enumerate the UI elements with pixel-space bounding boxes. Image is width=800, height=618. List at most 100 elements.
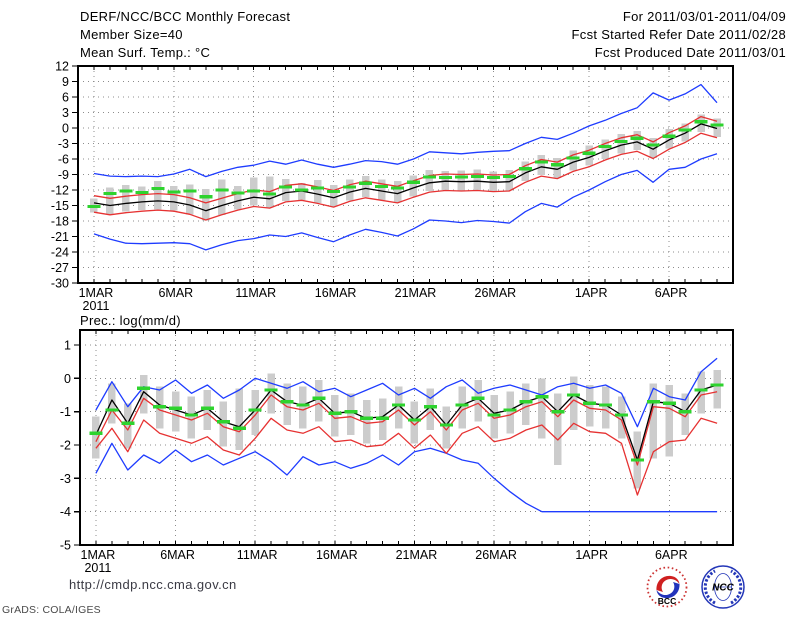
climatology-dash: [694, 388, 708, 392]
member-range-bar: [219, 401, 228, 447]
y-tick-label: -6: [58, 153, 69, 167]
climatology-dash: [153, 405, 167, 409]
ncc-logo: NCC: [701, 565, 745, 609]
member-range-bar: [585, 385, 594, 427]
climatology-dash: [630, 458, 644, 462]
x-tick-sublabel: 2011: [84, 561, 111, 575]
climatology-dash: [121, 421, 135, 425]
y-tick-label: -18: [51, 215, 69, 229]
climatology-dash: [200, 406, 214, 410]
climatology-dash: [535, 395, 549, 399]
climatology-dash: [391, 186, 405, 190]
climatology-dash: [646, 143, 660, 147]
y-tick-label: -4: [60, 505, 71, 519]
ensemble-min-line: [93, 153, 718, 251]
member-range-bar: [393, 181, 402, 203]
x-tick-label: 26MAR: [475, 286, 517, 300]
climatology-dash: [328, 411, 342, 415]
member-range-bar: [617, 134, 625, 154]
member-range-bar: [377, 179, 386, 200]
climatology-dash: [662, 401, 676, 405]
climatology-dash: [279, 185, 293, 189]
y-tick-label: -21: [51, 230, 69, 244]
climatology-dash: [422, 175, 436, 179]
member-range-bar: [601, 139, 609, 159]
member-range-bar: [267, 373, 275, 414]
member-range-bar: [505, 169, 514, 191]
member-range-bar: [170, 185, 178, 211]
member-range-bar: [299, 386, 307, 429]
x-tick-label: 21MAR: [396, 548, 438, 562]
agency-logos: BCC NCC: [645, 565, 745, 609]
member-range-bar: [585, 145, 593, 166]
member-range-bar: [331, 395, 339, 437]
member-range-bar: [521, 161, 530, 182]
member-range-bar: [538, 378, 546, 439]
climatology-dash: [534, 160, 548, 164]
ncc-wreath-right: [730, 569, 743, 605]
climatology-dash: [135, 190, 149, 195]
y-tick-label: 6: [62, 91, 69, 105]
member-range-bar: [235, 388, 244, 450]
climatology-dash: [407, 418, 421, 422]
member-range-bar: [362, 400, 371, 444]
climatology-dash: [169, 406, 183, 410]
climatology-dash: [423, 405, 437, 409]
climatology-dash: [502, 174, 516, 179]
climatology-dash: [167, 190, 181, 194]
climatology-dash: [216, 420, 230, 424]
page-title: DERF/NCC/BCC Monthly Forecast: [80, 9, 291, 24]
ncc-wreath-left: [703, 569, 716, 605]
y-tick-label: 12: [55, 60, 69, 74]
member-range-bar: [361, 176, 370, 198]
member-range-bar: [441, 170, 450, 190]
y-tick-label: -12: [51, 184, 69, 198]
y-tick-label: -9: [58, 168, 69, 182]
climatology-dash: [518, 167, 532, 171]
climatology-dash: [630, 136, 644, 140]
member-range-bar: [108, 383, 116, 424]
x-tick-label: 1MAR: [81, 548, 116, 562]
member-range-bar: [554, 393, 562, 465]
mean-plus-std-line: [95, 391, 718, 466]
member-range-bar: [713, 118, 721, 137]
member-range-bar: [234, 185, 242, 210]
climatology-dash: [694, 120, 708, 124]
y-tick-label: -15: [51, 199, 69, 213]
y-tick-label: 1: [64, 339, 71, 353]
x-tick-label: 11MAR: [235, 286, 276, 300]
mean-minus-std-line: [93, 132, 718, 221]
member-range-bar: [425, 169, 434, 192]
climatology-dash: [662, 134, 676, 138]
x-tick-label: 6MAR: [160, 548, 195, 562]
climatology-dash: [296, 403, 310, 407]
member-range-bar: [154, 181, 162, 210]
x-tick-label: 26MAR: [475, 548, 517, 562]
member-range-bar: [329, 184, 338, 207]
climatology-dash: [470, 174, 484, 179]
climatology-dash: [264, 388, 278, 392]
y-tick-label: -1: [60, 405, 71, 419]
climatology-dash: [583, 401, 597, 405]
ncc-logo-outline: [701, 565, 745, 609]
member-range-bar: [569, 150, 577, 171]
climatology-dash: [137, 386, 151, 390]
member-range-bar: [649, 383, 658, 459]
source-url: http://cmdp.ncc.cma.gov.cn: [69, 577, 237, 592]
climatology-dash: [151, 186, 165, 191]
climatology-dash: [119, 189, 133, 193]
member-range-bar: [283, 383, 291, 425]
member-range-bar: [92, 416, 100, 459]
climatology-dash: [678, 410, 692, 414]
member-range-bar: [553, 157, 562, 179]
climatology-dash: [455, 403, 469, 407]
member-range-bar: [697, 371, 705, 414]
mean-minus-std-line: [95, 417, 718, 496]
climatology-dash: [263, 192, 277, 196]
y-tick-label: -24: [51, 246, 69, 260]
climatology-dash: [376, 416, 390, 420]
climatology-dash: [312, 396, 326, 400]
climatology-dash: [359, 181, 373, 185]
x-tick-label: 1MAR: [79, 286, 114, 300]
